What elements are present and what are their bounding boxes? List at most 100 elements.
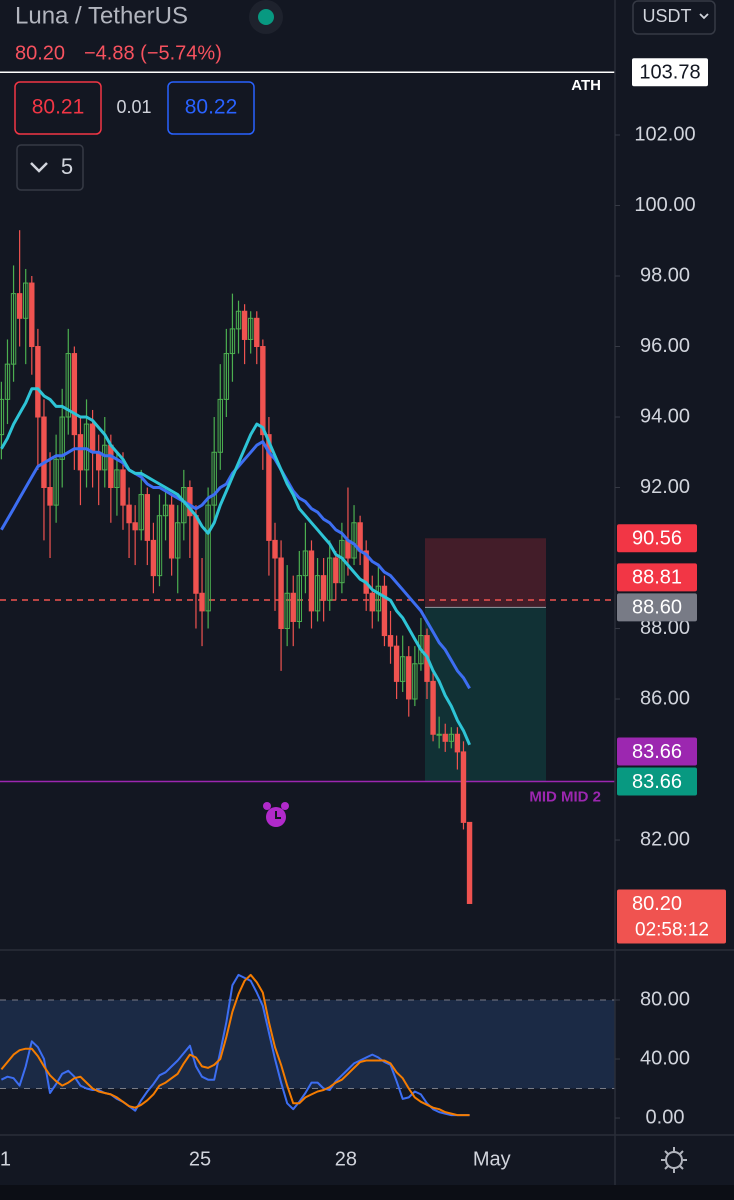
price-tag-label: 80.20 xyxy=(632,893,682,915)
price-tag xyxy=(617,524,697,553)
price-tag xyxy=(617,563,697,592)
price-change: −4.88 (−5.74%) xyxy=(84,42,222,64)
candle-body xyxy=(442,733,448,742)
candle-body xyxy=(211,451,217,506)
candle-body xyxy=(4,363,11,400)
candle-body xyxy=(254,317,260,348)
series-line xyxy=(0,387,471,746)
price-tag-label: 83.66 xyxy=(632,741,682,763)
candle-body xyxy=(314,575,321,612)
candle-body xyxy=(126,504,132,524)
candle-body xyxy=(357,522,363,552)
candle-body xyxy=(168,504,175,559)
candle-body xyxy=(223,353,230,400)
price-tag xyxy=(632,58,708,87)
sell-button[interactable] xyxy=(14,81,102,135)
candle-body xyxy=(399,656,406,682)
y-tick-label: 82.00 xyxy=(640,828,690,850)
symbol-title: Luna / TetherUS xyxy=(15,2,188,29)
candle-body xyxy=(363,550,369,594)
candle-body xyxy=(23,282,29,319)
candle-body xyxy=(266,434,272,541)
buy-button[interactable] xyxy=(167,81,255,135)
alarm-bell xyxy=(281,802,289,810)
price-line-label: ATH xyxy=(571,77,601,94)
candle-body xyxy=(187,487,193,517)
candle-body xyxy=(272,539,278,559)
price-tag-label: 88.60 xyxy=(632,597,682,619)
price-tag-label: 103.78 xyxy=(639,62,700,84)
candle-body xyxy=(430,680,436,735)
candle-body xyxy=(241,310,248,340)
candle-body xyxy=(156,515,163,577)
candle-body xyxy=(53,458,59,506)
candle-body xyxy=(205,504,211,612)
ask-price: 80.22 xyxy=(185,96,238,119)
price-tag xyxy=(617,889,726,944)
y-tick-label: 80.00 xyxy=(640,988,690,1010)
candle-body xyxy=(217,398,223,453)
last-price: 80.20 xyxy=(15,42,65,64)
candle-body xyxy=(308,550,315,612)
alarm-hands xyxy=(275,811,281,819)
x-tick-label: 1 xyxy=(0,1148,11,1170)
candle-body xyxy=(381,585,388,637)
candle-body xyxy=(193,515,199,594)
candle-body xyxy=(296,575,303,622)
price-tag xyxy=(617,593,697,622)
candle-body xyxy=(302,550,309,577)
candle-body xyxy=(260,346,266,436)
candle-body xyxy=(375,585,382,612)
candle-body xyxy=(59,416,65,460)
candle-body xyxy=(0,398,5,436)
x-tick-label: 25 xyxy=(189,1148,211,1170)
candle-body xyxy=(114,469,120,489)
candle-body xyxy=(466,821,473,904)
level-band xyxy=(0,1000,615,1089)
candle-body xyxy=(120,469,126,506)
currency-dropdown[interactable] xyxy=(632,0,716,35)
candle-body xyxy=(418,635,424,665)
candle-body xyxy=(162,504,169,517)
indicators-toggle[interactable] xyxy=(16,144,84,191)
dropdown-chevron xyxy=(699,13,709,20)
candle-body xyxy=(29,282,35,348)
candle-body xyxy=(406,656,412,700)
candle-body xyxy=(387,635,394,647)
axes: 82.00 86.00 88.00 92.00 94.00 96.00 98.00 100.0… xyxy=(0,58,726,1170)
candle-body xyxy=(278,557,284,630)
alarm-icon xyxy=(263,802,289,827)
candle-body xyxy=(345,539,351,559)
settings-button[interactable] xyxy=(661,1147,687,1173)
candle-body xyxy=(284,592,290,630)
candle-body xyxy=(138,494,144,531)
y-tick-label: 96.00 xyxy=(640,335,690,357)
candle-body xyxy=(77,434,84,471)
candle-body xyxy=(89,423,96,453)
y-tick-label: 102.00 xyxy=(634,123,695,145)
candle-body xyxy=(290,592,296,622)
x-tick-label: 28 xyxy=(335,1148,357,1170)
candle-body xyxy=(102,444,108,471)
candle-body xyxy=(71,353,78,436)
gear-ring xyxy=(665,1151,683,1169)
candle-body xyxy=(235,310,242,330)
candle-body xyxy=(460,751,467,823)
plot-data xyxy=(0,230,473,1117)
candle-body xyxy=(247,317,254,340)
candle-body xyxy=(16,293,23,319)
price-line-label: MID MID 2 xyxy=(529,788,601,805)
candle-body xyxy=(65,353,71,418)
y-tick-label: 94.00 xyxy=(640,405,690,427)
candle-body xyxy=(175,522,181,559)
chevron-icon xyxy=(30,162,48,173)
candle-body xyxy=(369,592,375,612)
y-tick-label: 40.00 xyxy=(640,1047,690,1069)
candle-body xyxy=(83,423,90,471)
y-tick-label: 86.00 xyxy=(640,687,690,709)
bid-price: 80.21 xyxy=(32,96,85,119)
stop-zone xyxy=(425,538,546,608)
candle-body xyxy=(320,575,327,601)
candle-body xyxy=(351,522,357,559)
